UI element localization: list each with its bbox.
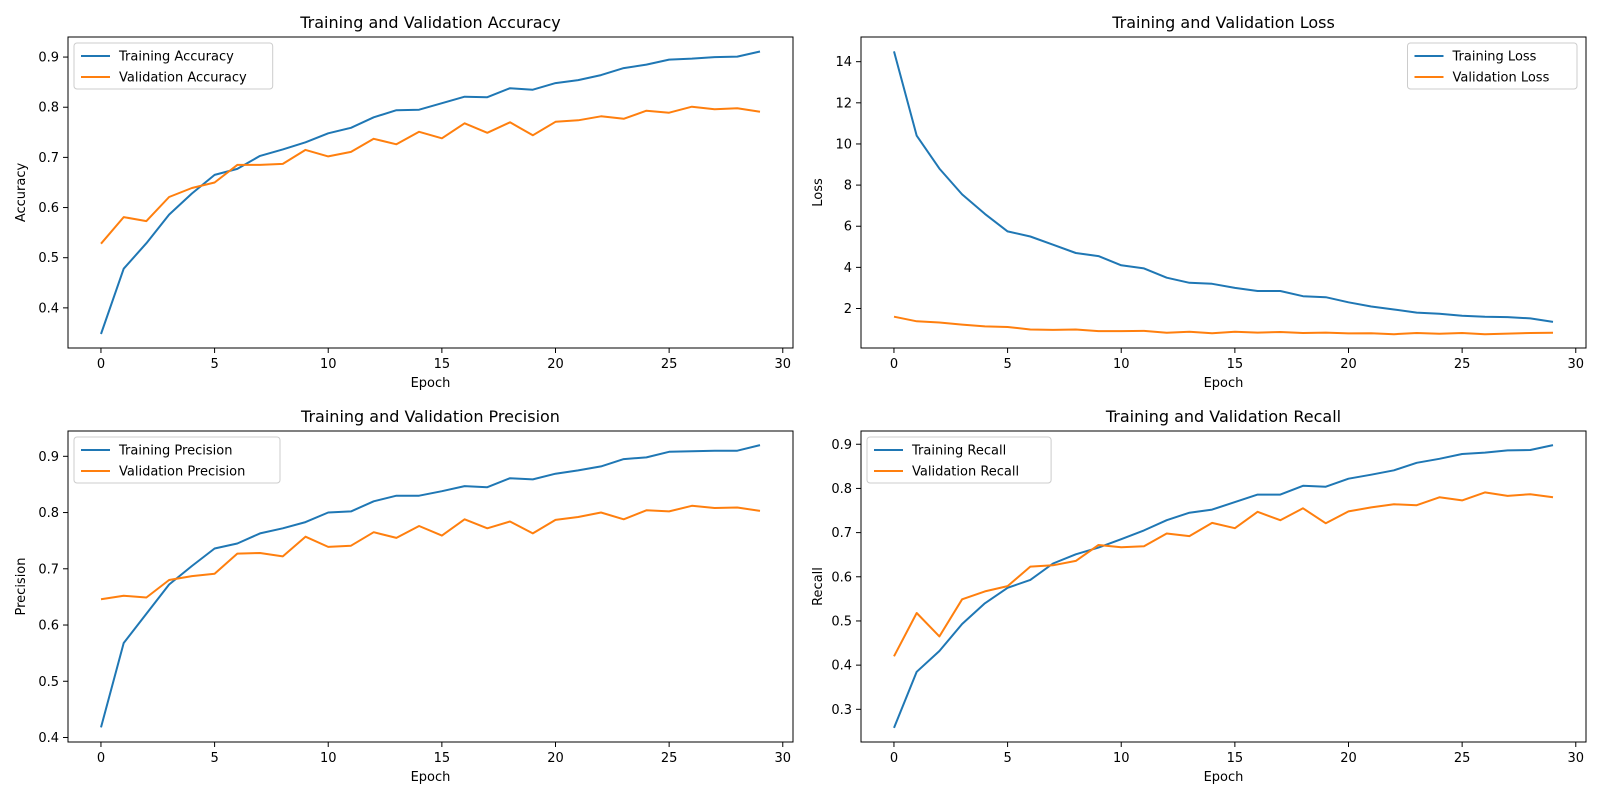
series-line-validation (893, 315, 1554, 336)
plot-frame (860, 36, 1587, 349)
x-tick-label: 15 (1227, 751, 1244, 766)
y-tick-label: 0.6 (38, 619, 59, 634)
legend: Training Precision Validation Precision (73, 436, 281, 484)
chart-title: Training and Validation Recall (1105, 407, 1341, 426)
x-tick-label: 25 (1454, 357, 1471, 372)
legend-label: Training Loss (1452, 50, 1537, 65)
series-line-validation (100, 504, 761, 601)
x-tick-label: 20 (1340, 357, 1357, 372)
y-tick-label: 0.7 (38, 562, 59, 577)
y-tick-label: 0.7 (38, 151, 59, 166)
x-axis-label: Epoch (1204, 770, 1244, 785)
y-tick-label: 12 (835, 96, 852, 111)
legend-label: Validation Loss (1453, 71, 1550, 86)
y-tick-label: 0.6 (831, 570, 852, 585)
legend-label: Training Accuracy (118, 50, 234, 65)
legend: Training Accuracy Validation Accuracy (73, 42, 274, 90)
y-tick-label: 0.6 (38, 201, 59, 216)
x-tick-label: 10 (1113, 751, 1130, 766)
x-tick-label: 5 (210, 357, 218, 372)
legend-label: Validation Recall (912, 465, 1019, 480)
series-line-training (100, 444, 761, 728)
y-tick-label: 0.9 (38, 450, 59, 465)
legend-label: Validation Accuracy (119, 71, 247, 86)
chart-title: Training and Validation Accuracy (299, 13, 561, 32)
y-tick-label: 0.5 (38, 251, 59, 266)
series-line-training (100, 50, 761, 335)
plot-frame (67, 36, 794, 349)
legend-label: Training Recall (911, 444, 1006, 459)
y-tick-label: 0.4 (831, 659, 852, 674)
series-line-validation (893, 491, 1554, 657)
x-tick-label: 15 (1227, 357, 1244, 372)
x-tick-label: 30 (774, 751, 791, 766)
y-tick-label: 14 (835, 55, 852, 70)
plot-frame (67, 430, 794, 743)
plot-frame (860, 430, 1587, 743)
x-tick-label: 25 (661, 751, 678, 766)
x-tick-label: 20 (1340, 751, 1357, 766)
x-tick-label: 0 (97, 751, 105, 766)
legend-label: Validation Precision (119, 465, 245, 480)
chart-panel-4: Training and Validation Recall 0 5 10 15 20 25… (811, 407, 1587, 785)
chart-title: Training and Validation Loss (1111, 13, 1335, 32)
chart-panel-1: Training and Validation Accuracy 0 5 10 15 20… (14, 13, 794, 391)
chart-panel-3: Training and Validation Precision 0 5 10 15 2… (14, 407, 794, 785)
y-tick-label: 0.8 (38, 506, 59, 521)
y-tick-label: 8 (844, 179, 852, 194)
series-line-training (893, 444, 1554, 729)
y-tick-label: 0.9 (831, 438, 852, 453)
x-axis-label: Epoch (411, 376, 451, 391)
x-tick-label: 30 (1567, 751, 1584, 766)
y-tick-label: 0.7 (831, 526, 852, 541)
x-tick-label: 5 (210, 751, 218, 766)
y-axis-label: Recall (811, 567, 826, 606)
x-tick-label: 10 (320, 751, 337, 766)
x-axis-label: Epoch (411, 770, 451, 785)
y-axis-label: Precision (14, 557, 29, 615)
x-tick-label: 0 (890, 751, 898, 766)
chart-title: Training and Validation Precision (300, 407, 560, 426)
y-tick-label: 0.3 (831, 703, 852, 718)
y-tick-label: 0.5 (38, 675, 59, 690)
legend-box (73, 42, 274, 90)
x-tick-label: 10 (1113, 357, 1130, 372)
y-tick-label: 0.8 (831, 482, 852, 497)
x-tick-label: 0 (890, 357, 898, 372)
x-tick-label: 15 (434, 357, 451, 372)
y-tick-label: 10 (835, 137, 852, 152)
legend-label: Training Precision (118, 444, 232, 459)
y-tick-label: 2 (844, 302, 852, 317)
legend-box (866, 436, 1052, 484)
legend: Training Loss Validation Loss (1407, 42, 1578, 90)
y-tick-label: 0.8 (38, 101, 59, 116)
y-tick-label: 0.5 (831, 614, 852, 629)
y-tick-label: 4 (844, 261, 852, 276)
y-axis-label: Loss (811, 178, 826, 207)
y-tick-label: 0.9 (38, 51, 59, 66)
x-tick-label: 5 (1003, 751, 1011, 766)
x-tick-label: 5 (1003, 357, 1011, 372)
x-tick-label: 20 (547, 751, 564, 766)
x-tick-label: 30 (1567, 357, 1584, 372)
y-tick-label: 0.4 (38, 731, 59, 746)
x-tick-label: 25 (661, 357, 678, 372)
x-tick-label: 10 (320, 357, 337, 372)
x-tick-label: 0 (97, 357, 105, 372)
x-axis-label: Epoch (1204, 376, 1244, 391)
x-tick-label: 20 (547, 357, 564, 372)
x-tick-label: 25 (1454, 751, 1471, 766)
chart-panel-2: Training and Validation Loss 0 5 10 15 20 25 30… (811, 13, 1587, 391)
series-line-training (893, 51, 1554, 323)
legend-box (73, 436, 281, 484)
legend-box (1407, 42, 1578, 90)
legend: Training Recall Validation Recall (866, 436, 1052, 484)
y-tick-label: 6 (844, 220, 852, 235)
x-tick-label: 15 (434, 751, 451, 766)
x-tick-label: 30 (774, 357, 791, 372)
y-tick-label: 0.4 (38, 301, 59, 316)
series-line-validation (100, 105, 761, 245)
y-axis-label: Accuracy (14, 163, 29, 223)
